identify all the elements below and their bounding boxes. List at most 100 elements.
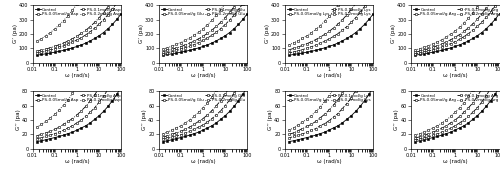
PS-0.05mol/g Lys	[330, 35, 336, 38]
PS-0.05mol/g Asp	[48, 134, 54, 136]
Control	[204, 44, 210, 46]
Control	[236, 23, 242, 25]
PS-0.1mol/g Asp	[56, 126, 62, 128]
PS-0.05mol/g Glu	[204, 121, 210, 123]
Control	[326, 129, 332, 131]
PS-0.05mol/g Asp	[83, 115, 89, 118]
PS-0.2mol/g Asp	[83, 68, 89, 70]
PS-0.2mol/g Asp	[52, 113, 58, 115]
PS-0.2mol/g Arg	[444, 36, 450, 38]
PS-0.1mol/g Asp	[56, 44, 62, 46]
PS-0.05mol/g Glu	[174, 135, 180, 137]
PS-0.05mol/g Lys	[352, 17, 358, 19]
PS-0.05mol/g Asp	[105, 14, 111, 16]
PS-0.2mol/g Asp	[74, 85, 80, 87]
PS-0.05mol/g Asp	[56, 131, 62, 133]
PS-0.2mol/g Asp	[48, 32, 54, 34]
Control	[348, 35, 354, 37]
PS-0.2mol/g Asp	[96, 34, 102, 36]
PS-0.2mol/g Asp	[48, 117, 54, 119]
Line: Control: Control	[36, 12, 122, 56]
Control	[434, 50, 440, 52]
PS-0.2mol/g Arg	[416, 133, 422, 135]
PS-0.2mol/g Lys	[326, 95, 332, 97]
PS-0.05mol/g Arg	[470, 111, 476, 113]
PS-0.2mol/g Lys	[304, 35, 310, 37]
Control	[352, 110, 358, 112]
Control	[200, 45, 206, 47]
PS-0.05mol/g Glu	[160, 138, 166, 140]
PS-0.1mol/g Asp	[100, 79, 106, 81]
PS-0.2mol/g Lys	[340, 71, 345, 73]
PS-0.05mol/g Asp	[70, 125, 75, 127]
Line: PS-0.2mol/g Glu: PS-0.2mol/g Glu	[162, 7, 248, 135]
PS-0.1mol/g Arg	[421, 134, 427, 136]
Control	[439, 49, 445, 51]
Control	[196, 47, 202, 49]
Control	[295, 139, 301, 141]
Control	[186, 134, 192, 136]
PS-0.1mol/g Asp	[65, 120, 71, 122]
PS-0.05mol/g Glu	[182, 47, 188, 49]
PS-0.05mol/g Asp	[56, 46, 62, 48]
PS-0.05mol/g Lys	[366, 64, 372, 66]
PS-0.05mol/g Asp	[87, 111, 93, 113]
PS-0.05mol/g Arg	[466, 33, 471, 35]
PS-0.05mol/g Lys	[330, 116, 336, 118]
PS-0.2mol/g Lys	[290, 42, 296, 44]
PS-0.05mol/g Glu	[191, 44, 197, 46]
PS-0.05mol/g Asp	[78, 119, 84, 121]
PS-0.2mol/g Lys	[322, 20, 328, 22]
PS-0.1mol/g Arg	[488, 72, 494, 74]
PS-0.1mol/g Asp	[38, 49, 44, 51]
Control	[56, 50, 62, 52]
PS-0.05mol/g Lys	[295, 50, 301, 52]
PS-0.1mol/g Asp	[43, 48, 49, 50]
Control	[335, 125, 341, 127]
PS-0.1mol/g Asp	[70, 118, 75, 120]
PS-0.2mol/g Lys	[362, 4, 368, 6]
Control	[34, 54, 40, 56]
PS-0.05mol/g Lys	[290, 135, 296, 138]
PS-0.2mol/g Glu	[196, 31, 202, 33]
Control	[483, 105, 489, 107]
Line: PS-0.1mol/g Asp: PS-0.1mol/g Asp	[36, 0, 122, 52]
PS-0.2mol/g Lys	[357, 21, 363, 24]
PS-0.1mol/g Asp	[87, 25, 93, 28]
PS-0.2mol/g Glu	[191, 115, 197, 118]
PS-0.1mol/g Glu	[196, 120, 202, 122]
PS-0.05mol/g Asp	[52, 133, 58, 135]
Control	[335, 42, 341, 44]
Control	[479, 32, 485, 34]
PS-0.05mol/g Arg	[496, 70, 500, 72]
X-axis label: ω (rad/s): ω (rad/s)	[316, 73, 342, 78]
PS-0.05mol/g Arg	[416, 138, 422, 140]
Control	[300, 52, 306, 54]
PS-0.1mol/g Asp	[38, 133, 44, 135]
Control	[304, 51, 310, 53]
Control	[105, 105, 111, 107]
PS-0.2mol/g Glu	[174, 43, 180, 45]
PS-0.1mol/g Lys	[286, 49, 292, 51]
Control	[330, 127, 336, 129]
Control	[466, 40, 471, 42]
Control	[92, 118, 98, 120]
Control	[200, 129, 206, 131]
PS-0.2mol/g Lys	[312, 110, 318, 112]
PS-0.1mol/g Glu	[191, 123, 197, 125]
PS-0.1mol/g Lys	[335, 23, 341, 25]
Control	[452, 45, 458, 47]
PS-0.1mol/g Arg	[479, 88, 485, 90]
PS-0.2mol/g Glu	[178, 42, 184, 44]
PS-0.05mol/g Lys	[326, 38, 332, 40]
Control	[366, 93, 372, 95]
Control	[456, 44, 462, 46]
PS-0.1mol/g Lys	[304, 43, 310, 45]
PS-0.05mol/g Lys	[286, 137, 292, 139]
X-axis label: ω (rad/s): ω (rad/s)	[64, 73, 89, 78]
PS-0.1mol/g Asp	[92, 21, 98, 23]
Control	[209, 125, 215, 127]
Control	[164, 140, 170, 142]
Control	[209, 42, 215, 44]
PS-0.2mol/g Asp	[87, 58, 93, 60]
